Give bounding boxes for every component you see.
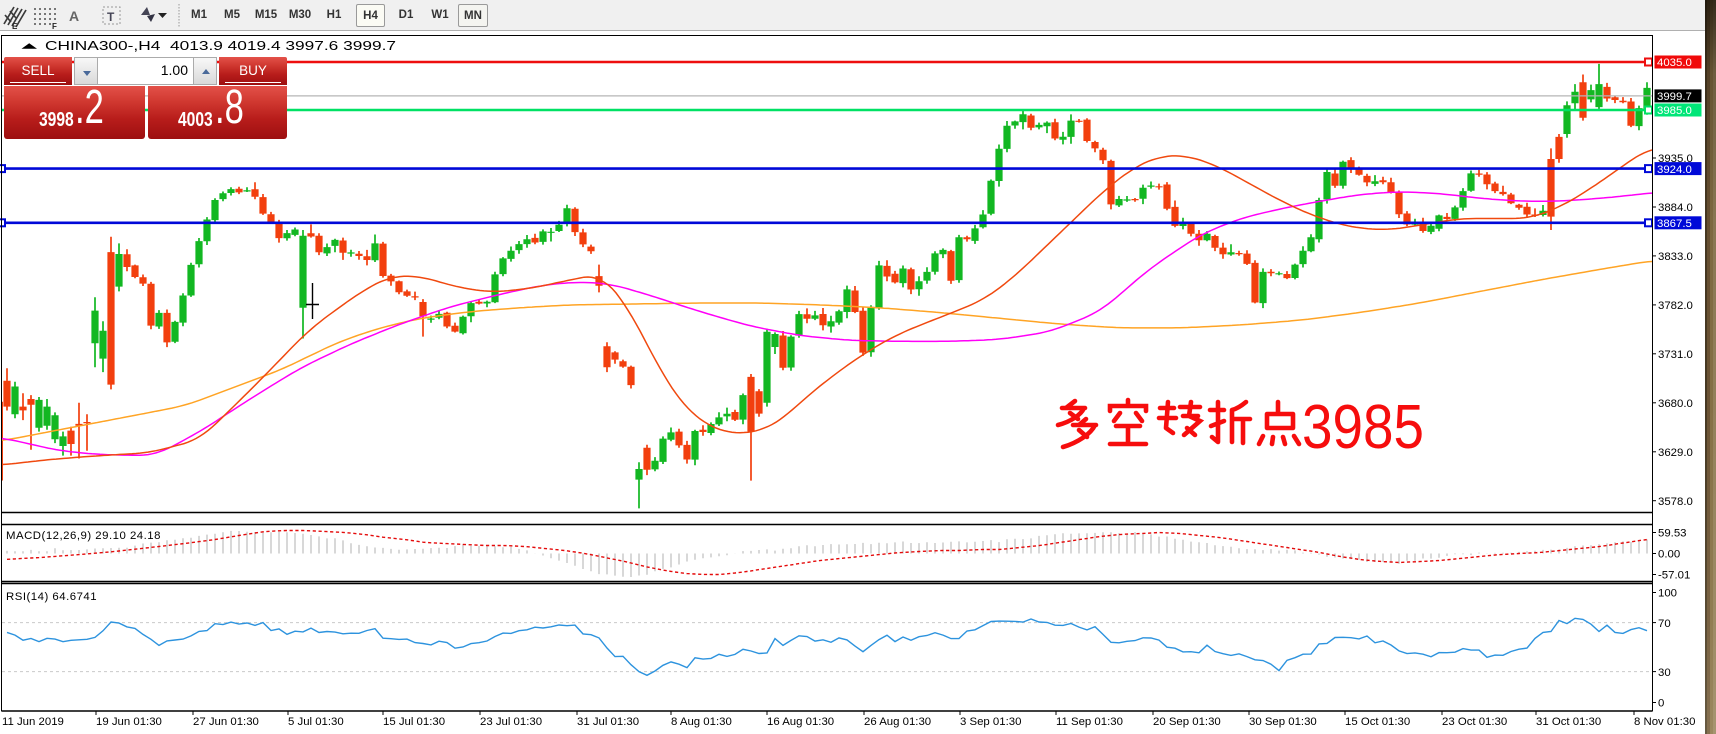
svg-text:15 Jul 01:30: 15 Jul 01:30 [383, 716, 445, 728]
svg-text:3680.0: 3680.0 [1658, 398, 1693, 410]
svg-text:16 Aug 01:30: 16 Aug 01:30 [767, 716, 834, 728]
svg-text:3985.0: 3985.0 [1657, 105, 1692, 117]
svg-text:3833.0: 3833.0 [1658, 251, 1693, 263]
svg-text:20 Sep 01:30: 20 Sep 01:30 [1153, 716, 1221, 728]
svg-text:5 Jul 01:30: 5 Jul 01:30 [288, 716, 344, 728]
svg-text:23 Oct 01:30: 23 Oct 01:30 [1442, 716, 1507, 728]
svg-text:31 Oct 01:30: 31 Oct 01:30 [1536, 716, 1601, 728]
svg-text:11 Sep 01:30: 11 Sep 01:30 [1056, 716, 1123, 728]
svg-text:MACD(12,26,9) 29.10 24.18: MACD(12,26,9) 29.10 24.18 [6, 530, 161, 542]
svg-text:8 Nov 01:30: 8 Nov 01:30 [1634, 716, 1695, 728]
svg-text:F: F [52, 22, 57, 31]
svg-text:19 Jun 01:30: 19 Jun 01:30 [96, 716, 162, 728]
svg-text:0: 0 [1658, 698, 1664, 710]
svg-text:3999.7: 3999.7 [1657, 91, 1692, 103]
svg-text:30: 30 [1658, 667, 1671, 679]
svg-text:3985: 3985 [1302, 393, 1424, 462]
svg-text:T: T [107, 10, 115, 24]
svg-text:3 Sep 01:30: 3 Sep 01:30 [960, 716, 1021, 728]
svg-text:8 Aug 01:30: 8 Aug 01:30 [671, 716, 732, 728]
svg-text:26 Aug 01:30: 26 Aug 01:30 [864, 716, 931, 728]
svg-text:59.53: 59.53 [1658, 528, 1687, 540]
svg-text:30 Sep 01:30: 30 Sep 01:30 [1249, 716, 1317, 728]
svg-text:70: 70 [1658, 618, 1671, 630]
svg-text:27 Jun 01:30: 27 Jun 01:30 [193, 716, 259, 728]
svg-text:3867.5: 3867.5 [1657, 218, 1692, 230]
svg-text:3884.0: 3884.0 [1658, 202, 1693, 214]
svg-text:CHINA300-,H4 4013.9 4019.4 39: CHINA300-,H4 4013.9 4019.4 3997.6 3999.7 [45, 39, 396, 53]
svg-text:A: A [69, 8, 79, 24]
svg-text:3629.0: 3629.0 [1658, 447, 1693, 459]
svg-text:31 Jul 01:30: 31 Jul 01:30 [577, 716, 639, 728]
svg-text:3924.0: 3924.0 [1657, 164, 1692, 176]
svg-text:4035.0: 4035.0 [1657, 57, 1692, 69]
svg-text:RSI(14) 64.6741: RSI(14) 64.6741 [6, 591, 97, 603]
svg-text:0.00: 0.00 [1658, 549, 1680, 561]
svg-text:15 Oct 01:30: 15 Oct 01:30 [1345, 716, 1410, 728]
svg-text:100: 100 [1658, 588, 1677, 600]
svg-text:3578.0: 3578.0 [1658, 496, 1693, 508]
svg-text:3782.0: 3782.0 [1658, 300, 1693, 312]
svg-text:3731.0: 3731.0 [1658, 349, 1693, 361]
svg-text:-57.01: -57.01 [1658, 570, 1690, 582]
svg-text:23 Jul 01:30: 23 Jul 01:30 [480, 716, 542, 728]
svg-text:11 Jun 2019: 11 Jun 2019 [2, 716, 64, 728]
svg-text:E: E [12, 22, 18, 31]
